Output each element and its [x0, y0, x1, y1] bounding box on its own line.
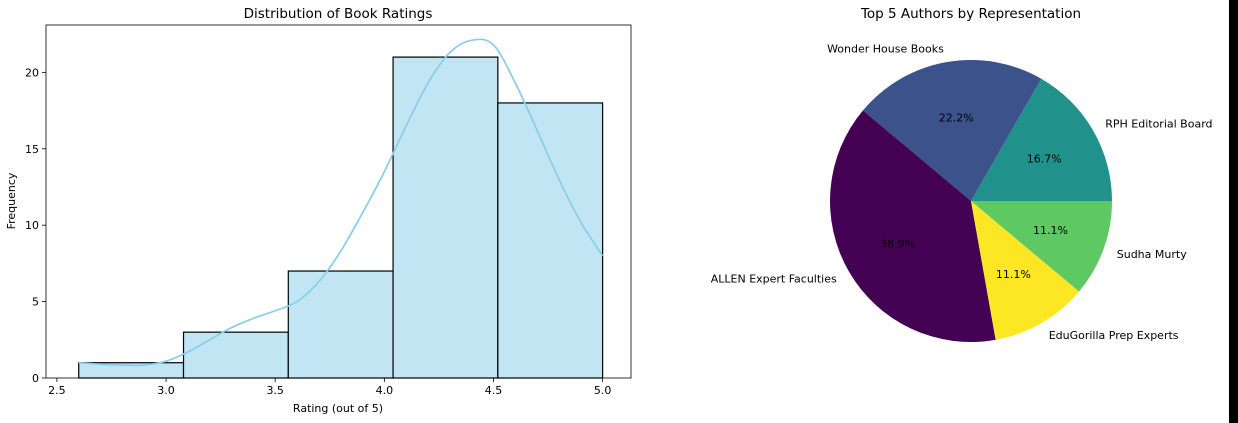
histogram-bar: [497, 102, 604, 379]
window-edge: [1229, 0, 1238, 423]
x-tick-label: 4.5: [485, 384, 503, 397]
x-tick-label: 4.0: [376, 384, 394, 397]
x-tick-label: 5.0: [594, 384, 612, 397]
histogram-bar: [182, 331, 289, 379]
pie-category-label: EduGorilla Prep Experts: [1049, 329, 1179, 342]
y-tick-label: 0: [32, 372, 39, 385]
x-tick-label: 3.0: [157, 384, 175, 397]
pie-slice: [829, 110, 996, 342]
pie-slice: [971, 201, 1080, 340]
histogram-bars: [78, 56, 604, 379]
pie-percent-label: 16.7%: [1027, 153, 1062, 166]
y-tick-label: 10: [25, 219, 39, 232]
histogram-bar: [392, 56, 499, 379]
x-axis-label: Rating (out of 5): [293, 402, 383, 415]
pie-labels: 16.7% RPH Editorial Board 22.2% Wonder Hous…: [711, 42, 1213, 342]
pie-percent-label: 38.9%: [880, 237, 915, 250]
y-tick-label: 5: [32, 296, 39, 309]
pie-category-label: RPH Editorial Board: [1105, 117, 1212, 130]
y-axis-ticks: 0 5 10 15 20: [25, 66, 46, 385]
pie-title: Top 5 Authors by Representation: [860, 6, 1081, 22]
y-axis-label: Frequency: [5, 172, 18, 229]
histogram-plot-frame: [45, 24, 632, 379]
y-tick-label: 20: [25, 66, 39, 79]
pie-slice: [971, 78, 1112, 201]
pie-percent-label: 22.2%: [939, 112, 974, 125]
pie-chart: Top 5 Authors by Representation 16.7% RPH…: [711, 6, 1213, 342]
pie-slices: [829, 59, 1112, 342]
x-tick-label: 3.5: [266, 384, 284, 397]
pie-slice: [971, 201, 1112, 292]
histogram-chart: Distribution of Book Ratings 2.5 3.0 3.5 4.…: [5, 6, 632, 415]
kde-curve: [78, 38, 604, 367]
pie-category-label: Wonder House Books: [827, 42, 944, 55]
pie-category-label: Sudha Murty: [1117, 248, 1187, 261]
pie-percent-label: 11.1%: [996, 268, 1031, 281]
x-tick-label: 2.5: [48, 384, 66, 397]
histogram-bar: [287, 270, 394, 379]
y-tick-label: 15: [25, 143, 39, 156]
pie-category-label: ALLEN Expert Faculties: [711, 273, 837, 286]
x-axis-ticks: 2.5 3.0 3.5 4.0 4.5 5.0: [48, 378, 611, 397]
pie-slice: [862, 59, 1042, 201]
histogram-title: Distribution of Book Ratings: [244, 6, 433, 22]
pie-percent-label: 11.1%: [1033, 224, 1068, 237]
